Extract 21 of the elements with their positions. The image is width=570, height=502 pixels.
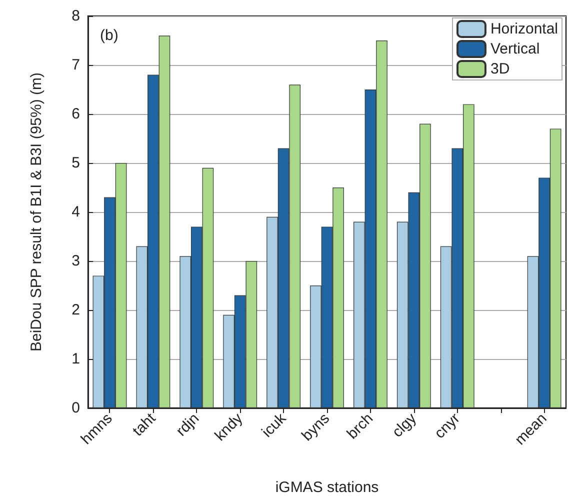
y-tick-label: 4 — [72, 204, 80, 220]
y-tick-label: 2 — [72, 302, 80, 318]
annotation: (b) — [100, 27, 118, 44]
legend-label: 3D — [490, 60, 510, 78]
x-tick-label: cnyr — [431, 410, 464, 442]
y-tick-label: 0 — [72, 400, 80, 416]
x-tick-label: rdjn — [172, 410, 203, 440]
x-tick-label: clgy — [389, 410, 420, 441]
y-tick-label: 1 — [72, 350, 80, 368]
x-tick-label: icuk — [258, 410, 290, 441]
y-tick-label: 7 — [72, 56, 80, 74]
legend-label: Horizontal — [490, 20, 558, 38]
x-tick-label: brch — [344, 410, 376, 443]
x-axis-title: iGMAS stations — [275, 479, 379, 496]
y-tick-label: 8 — [72, 8, 80, 24]
legend-label: Vertical — [490, 40, 540, 58]
y-tick-label: 5 — [72, 154, 80, 172]
y-tick-label: 6 — [72, 106, 80, 122]
x-tick-label: taht — [129, 409, 160, 440]
y-tick-label: 3 — [72, 252, 80, 270]
y-axis-title: BeiDou SPP result of B1I & B3I (95%) (m) — [28, 72, 45, 352]
